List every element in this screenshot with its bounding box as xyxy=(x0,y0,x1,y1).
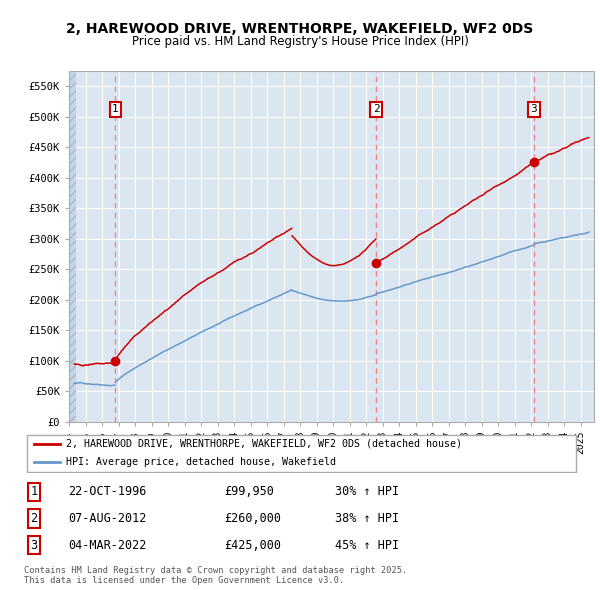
Text: £99,950: £99,950 xyxy=(224,486,274,499)
Text: £425,000: £425,000 xyxy=(224,539,281,552)
Text: 1: 1 xyxy=(112,104,119,114)
Text: 2, HAREWOOD DRIVE, WRENTHORPE, WAKEFIELD, WF2 0DS (detached house): 2, HAREWOOD DRIVE, WRENTHORPE, WAKEFIELD… xyxy=(65,439,461,449)
Bar xyxy=(69,71,76,422)
Text: 2, HAREWOOD DRIVE, WRENTHORPE, WAKEFIELD, WF2 0DS: 2, HAREWOOD DRIVE, WRENTHORPE, WAKEFIELD… xyxy=(67,22,533,36)
Text: 38% ↑ HPI: 38% ↑ HPI xyxy=(335,512,399,525)
Text: 2: 2 xyxy=(373,104,379,114)
Text: HPI: Average price, detached house, Wakefield: HPI: Average price, detached house, Wake… xyxy=(65,457,335,467)
Text: 04-MAR-2022: 04-MAR-2022 xyxy=(68,539,147,552)
Text: 3: 3 xyxy=(31,539,38,552)
Text: Contains HM Land Registry data © Crown copyright and database right 2025.
This d: Contains HM Land Registry data © Crown c… xyxy=(24,566,407,585)
Text: 07-AUG-2012: 07-AUG-2012 xyxy=(68,512,147,525)
Text: 22-OCT-1996: 22-OCT-1996 xyxy=(68,486,147,499)
Text: 30% ↑ HPI: 30% ↑ HPI xyxy=(335,486,399,499)
Text: 1: 1 xyxy=(31,486,38,499)
Text: 3: 3 xyxy=(530,104,538,114)
Text: 45% ↑ HPI: 45% ↑ HPI xyxy=(335,539,399,552)
Text: Price paid vs. HM Land Registry's House Price Index (HPI): Price paid vs. HM Land Registry's House … xyxy=(131,35,469,48)
Text: £260,000: £260,000 xyxy=(224,512,281,525)
Text: 2: 2 xyxy=(31,512,38,525)
FancyBboxPatch shape xyxy=(27,435,576,471)
